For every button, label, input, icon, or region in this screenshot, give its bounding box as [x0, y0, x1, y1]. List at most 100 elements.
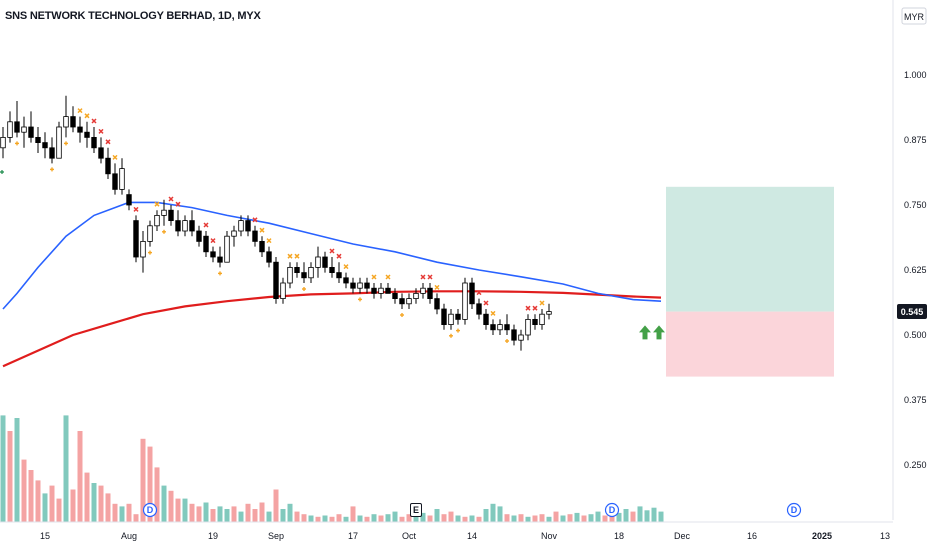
dividend-badge[interactable]: D: [604, 502, 620, 518]
volume-bar: [273, 489, 279, 522]
time-tick-label: 13: [880, 531, 890, 541]
x-marker: [266, 238, 272, 244]
candle: [350, 277, 356, 294]
earnings-badge[interactable]: E: [410, 503, 422, 517]
volume-bar: [91, 483, 97, 522]
plus-marker: [50, 167, 54, 172]
plus-marker: [302, 287, 306, 291]
candle: [224, 231, 230, 263]
volume-bar: [497, 506, 503, 522]
volume-bar: [602, 515, 608, 522]
candle: [196, 225, 202, 247]
last-price-label: 0.545: [901, 307, 924, 317]
volume-bar: [252, 509, 258, 522]
volume-bar: [378, 515, 384, 522]
volume-bar: [595, 511, 601, 522]
candle: [427, 283, 433, 304]
x-marker: [175, 201, 181, 207]
x-marker: [210, 238, 216, 244]
svg-text:E: E: [413, 505, 419, 515]
volume-bar: [343, 516, 349, 522]
volume-bar: [308, 515, 314, 522]
x-marker: [434, 284, 440, 290]
volume-bar: [245, 503, 251, 522]
currency-box[interactable]: [901, 7, 927, 25]
candle: [532, 314, 538, 330]
volume-bar: [427, 515, 433, 522]
volume-bar: [105, 493, 111, 522]
candles: [0, 95, 552, 351]
candle: [322, 251, 328, 273]
volume-bar: [126, 503, 132, 522]
x-marker: [154, 201, 160, 207]
volume-bar: [462, 516, 468, 522]
candle: [364, 277, 370, 294]
candle: [413, 288, 419, 304]
signal-markers: [0, 108, 665, 343]
volume-bar: [511, 515, 517, 522]
candle: [98, 137, 104, 164]
volume-bar: [406, 514, 412, 522]
target-zone[interactable]: [666, 186, 834, 312]
dividend-badge[interactable]: D: [142, 502, 158, 518]
candle: [490, 319, 496, 335]
x-marker: [539, 300, 545, 306]
volume-bar: [392, 511, 398, 522]
volume-bar: [574, 512, 580, 522]
time-axis[interactable]: 15 Aug 19 Sep 17 Oct 14 Nov 18 Dec 16 2025 13: [40, 531, 890, 541]
volume-bar: [469, 515, 475, 522]
stop-zone[interactable]: [666, 311, 834, 377]
candle: [42, 132, 48, 159]
candle: [476, 298, 482, 320]
volume-bar: [7, 431, 13, 522]
volume-bar: [658, 511, 664, 522]
candle: [287, 262, 293, 289]
volume-bar: [77, 431, 83, 522]
volume-bar: [294, 511, 300, 522]
candle: [63, 95, 69, 138]
candle: [308, 262, 314, 283]
candle: [329, 257, 335, 278]
candle: [154, 210, 160, 231]
x-marker: [203, 222, 209, 228]
time-tick-label: Sep: [268, 531, 284, 541]
volume-bar: [224, 509, 230, 522]
candle: [56, 121, 62, 159]
candle: [518, 329, 524, 351]
plus-marker: [449, 333, 453, 338]
x-marker: [91, 118, 97, 124]
candle: [140, 231, 146, 273]
volume-bar: [63, 415, 69, 522]
volume-bar: [217, 506, 223, 522]
volume-bar: [441, 514, 447, 522]
volume-bars: [0, 415, 664, 522]
candle: [539, 309, 545, 330]
volume-bar: [399, 516, 405, 522]
volume-bar: [182, 498, 188, 522]
candle: [238, 215, 244, 237]
candle: [406, 293, 412, 309]
volume-bar: [553, 511, 559, 522]
candle: [133, 215, 139, 263]
price-axis[interactable]: 1.000 0.875 0.750 0.625 0.500 0.375 0.250: [904, 70, 927, 470]
candle: [448, 309, 454, 330]
candle: [273, 257, 279, 304]
time-tick-label: Aug: [121, 531, 137, 541]
volume-bar: [504, 514, 510, 522]
candle: [147, 220, 153, 247]
volume-bar: [539, 514, 545, 522]
volume-bar: [168, 490, 174, 522]
volume-bar: [154, 467, 160, 522]
dividend-badge[interactable]: D: [786, 502, 802, 518]
time-tick-label: Dec: [674, 531, 691, 541]
volume-bar: [189, 503, 195, 522]
risk-reward-zones[interactable]: [666, 186, 834, 377]
candle: [357, 277, 363, 294]
candle: [217, 246, 223, 268]
candle: [315, 246, 321, 278]
buy-arrow-icon: [653, 325, 665, 340]
x-marker: [98, 128, 104, 134]
